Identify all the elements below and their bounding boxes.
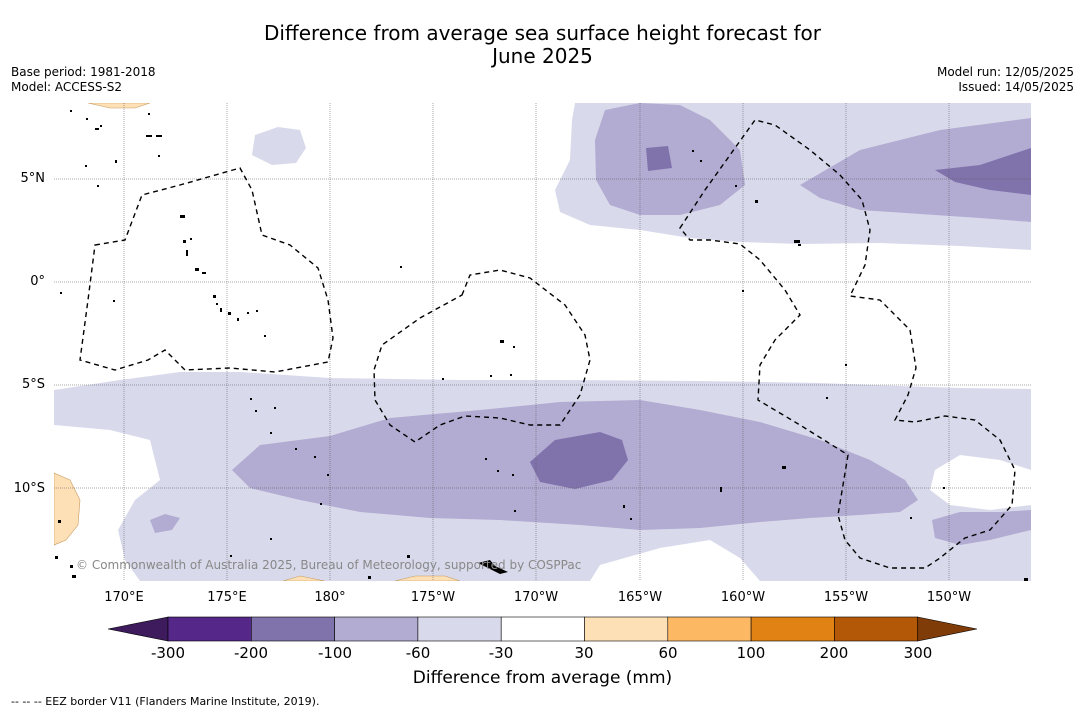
colorbar-arrow-low	[107, 616, 169, 642]
colorbar-segment	[417, 616, 502, 642]
colorbar-title: Difference from average (mm)	[412, 668, 673, 688]
lat-label-5s: 5°S	[21, 377, 45, 392]
colorbar-tick: 30	[574, 644, 594, 662]
colorbar-tick: -60	[405, 644, 431, 662]
eez-borders	[79, 119, 1016, 569]
islands	[55, 110, 1028, 581]
lat-label-10s: 10°S	[13, 481, 45, 496]
lon-label-180: 180°	[314, 590, 346, 605]
colorbar-segment	[500, 616, 585, 642]
colorbar-segment	[750, 616, 835, 642]
graticule	[54, 103, 1031, 581]
lon-label-170w: 170°W	[513, 590, 559, 605]
lon-label-170e: 170°E	[104, 590, 144, 605]
eez-footnote: -- -- -- EEZ border V11 (Flanders Marine…	[11, 695, 320, 708]
lon-label-160w: 160°W	[720, 590, 766, 605]
anomaly-dark-purple	[530, 146, 1031, 489]
lat-label-5n: 5°N	[20, 171, 46, 186]
copyright-notice: © Commonwealth of Australia 2025, Bureau…	[76, 558, 582, 572]
colorbar-tick: 100	[736, 644, 766, 662]
base-period: Base period: 1981-2018	[11, 65, 156, 79]
colorbar-tick: 60	[658, 644, 678, 662]
lon-label-175w: 175°W	[410, 590, 456, 605]
colorbar-segment	[251, 616, 335, 642]
page-title: Difference from average sea surface heig…	[0, 22, 1085, 68]
colorbar	[107, 616, 978, 642]
title-line-2: June 2025	[492, 44, 593, 68]
meta-right: Model run: 12/05/2025 Issued: 14/05/2025	[937, 65, 1074, 95]
map-plot-area	[54, 103, 1031, 581]
colorbar-tick: -300	[150, 644, 186, 662]
colorbar-segment	[334, 616, 419, 642]
lon-label-150w: 150°W	[926, 590, 972, 605]
lat-label-0: 0°	[30, 274, 45, 289]
lon-label-165w: 165°W	[617, 590, 663, 605]
colorbar-tick: -30	[488, 644, 514, 662]
colorbar-tick: 200	[819, 644, 849, 662]
colorbar-segment	[167, 616, 252, 642]
meta-left: Base period: 1981-2018 Model: ACCESS-S2	[11, 65, 156, 95]
colorbar-tick: -200	[233, 644, 269, 662]
model-run: Model run: 12/05/2025	[936, 65, 1074, 79]
anomaly-neutral	[54, 425, 1031, 581]
title-line-1: Difference from average sea surface heig…	[263, 21, 822, 45]
colorbar-tick: 300	[903, 644, 933, 662]
colorbar-segment	[667, 616, 752, 642]
colorbar-arrow-high	[917, 616, 978, 642]
colorbar-segment	[834, 616, 919, 642]
colorbar-segment	[584, 616, 669, 642]
lon-label-175e: 175°E	[207, 590, 247, 605]
colorbar-tick: -100	[317, 644, 353, 662]
issued-date: Issued: 14/05/2025	[958, 80, 1074, 94]
anomaly-orange	[54, 103, 461, 581]
lon-label-155w: 155°W	[823, 590, 869, 605]
model-name: Model: ACCESS-S2	[11, 80, 123, 94]
